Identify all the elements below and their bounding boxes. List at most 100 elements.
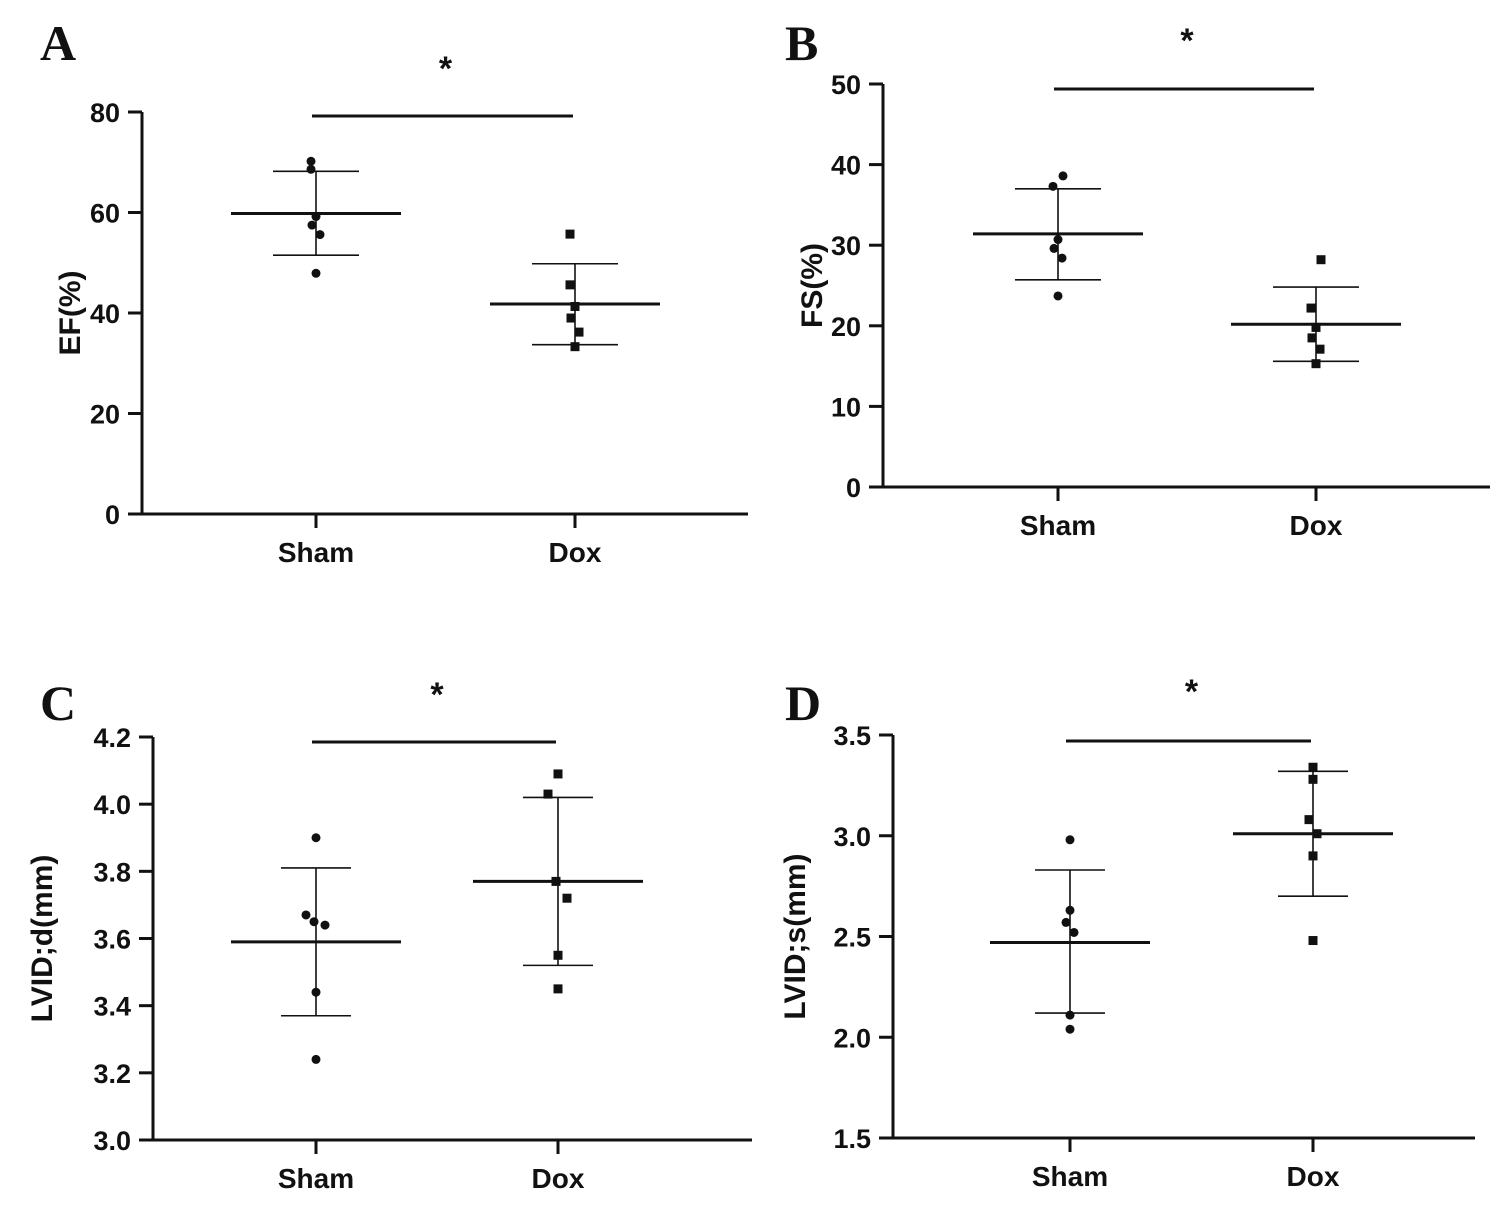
y-tick-label: 30: [831, 231, 861, 261]
data-point: [1053, 291, 1063, 301]
data-point: [570, 342, 580, 352]
y-tick-label: 1.5: [833, 1124, 871, 1154]
data-point: [306, 156, 316, 166]
y-axis-title: FS(%): [796, 243, 829, 328]
y-tick-label: 60: [90, 199, 120, 229]
data-point: [1308, 936, 1318, 946]
significance-label: *: [439, 50, 453, 88]
data-point: [1065, 905, 1075, 915]
y-tick-label: 3.6: [93, 925, 131, 955]
x-tick-label: Sham: [278, 1163, 354, 1194]
data-point: [1049, 243, 1059, 253]
series-dox: [1233, 762, 1393, 946]
data-point: [311, 833, 321, 843]
data-point: [553, 769, 563, 779]
data-point: [553, 950, 563, 960]
data-point: [1048, 181, 1058, 191]
data-point: [311, 268, 321, 278]
y-tick-label: 50: [831, 70, 861, 100]
data-point: [311, 987, 321, 997]
data-point: [1065, 1010, 1075, 1020]
y-tick-label: 3.2: [93, 1059, 131, 1089]
series-sham: [973, 171, 1143, 301]
data-point: [1065, 835, 1075, 845]
y-tick-label: 20: [90, 400, 120, 430]
y-tick-label: 3.0: [833, 822, 871, 852]
panel-letter: A: [40, 15, 76, 71]
panel-letter: C: [40, 675, 76, 731]
series-dox: [490, 229, 660, 352]
y-tick-label: 0: [846, 473, 861, 503]
y-axis-title: EF(%): [54, 271, 87, 356]
data-point: [1311, 322, 1321, 332]
data-point: [1065, 1024, 1075, 1034]
y-tick-label: 80: [90, 98, 120, 128]
y-tick-label: 2.5: [833, 923, 871, 953]
data-point: [1311, 359, 1321, 369]
data-point: [565, 280, 575, 290]
series-sham: [231, 156, 401, 278]
data-point: [1069, 927, 1079, 937]
x-tick-label: Sham: [278, 537, 354, 568]
x-tick-label: Dox: [1290, 510, 1343, 541]
chart-panel-b: B 0 10 20 30 40 50 FS(%) Sham Dox *: [785, 15, 1490, 541]
y-tick-label: 0: [105, 500, 120, 530]
significance-label: *: [1185, 673, 1199, 711]
chart-panel-a: A 0 20 40 60 80 EF(%) Sham Dox *: [40, 15, 748, 568]
x-tick-label: Dox: [1287, 1161, 1340, 1192]
x-tick-label: Dox: [532, 1163, 585, 1194]
x-tick-label: Sham: [1032, 1161, 1108, 1192]
y-tick-label: 4.2: [93, 723, 131, 753]
data-point: [1315, 344, 1325, 354]
y-axis-title: LVID;s(mm): [779, 853, 812, 1019]
data-point: [1307, 333, 1317, 343]
chart-panel-c: C 3.0 3.2 3.4 3.6 3.8 4.0 4.2 LVID;d(mm) Sham Dox *: [26, 675, 752, 1194]
y-tick-label: 10: [831, 392, 861, 422]
data-point: [307, 220, 317, 230]
y-axis-title: LVID;d(mm): [26, 855, 59, 1023]
y-tick-label: 3.4: [93, 992, 131, 1022]
series-dox: [473, 769, 643, 994]
panel-letter: D: [785, 675, 821, 731]
data-point: [301, 910, 311, 920]
y-tick-label: 40: [90, 299, 120, 329]
data-point: [1308, 774, 1318, 784]
data-point: [1304, 815, 1314, 825]
data-point: [1057, 253, 1067, 263]
data-point: [1308, 762, 1318, 772]
data-point: [1312, 829, 1322, 839]
data-point: [553, 984, 563, 994]
significance-label: *: [430, 676, 444, 714]
data-point: [311, 1054, 321, 1064]
data-point: [309, 917, 319, 927]
data-point: [562, 893, 572, 903]
data-point: [1316, 255, 1326, 265]
data-point: [566, 313, 576, 323]
data-point: [1053, 235, 1063, 245]
data-point: [1058, 171, 1068, 181]
significance-label: *: [1180, 22, 1194, 60]
y-tick-label: 3.8: [93, 857, 131, 887]
data-point: [320, 920, 330, 930]
series-dox: [1231, 255, 1401, 369]
panel-letter: B: [785, 15, 818, 71]
chart-panel-d: D 1.5 2.0 2.5 3.0 3.5 LVID;s(mm) Sham Dox *: [779, 673, 1475, 1192]
y-tick-label: 2.0: [833, 1023, 871, 1053]
x-tick-label: Sham: [1020, 510, 1096, 541]
data-point: [311, 212, 321, 222]
data-point: [565, 229, 575, 239]
x-tick-label: Dox: [549, 537, 602, 568]
series-sham: [231, 833, 401, 1064]
series-sham: [990, 835, 1150, 1034]
data-point: [306, 164, 316, 174]
data-point: [543, 789, 553, 799]
y-tick-label: 4.0: [93, 790, 131, 820]
y-tick-label: 3.0: [93, 1126, 131, 1156]
data-point: [315, 230, 325, 240]
data-point: [1306, 303, 1316, 313]
y-tick-label: 3.5: [833, 721, 871, 751]
data-point: [570, 301, 580, 311]
data-point: [1308, 851, 1318, 861]
data-point: [1061, 917, 1071, 927]
